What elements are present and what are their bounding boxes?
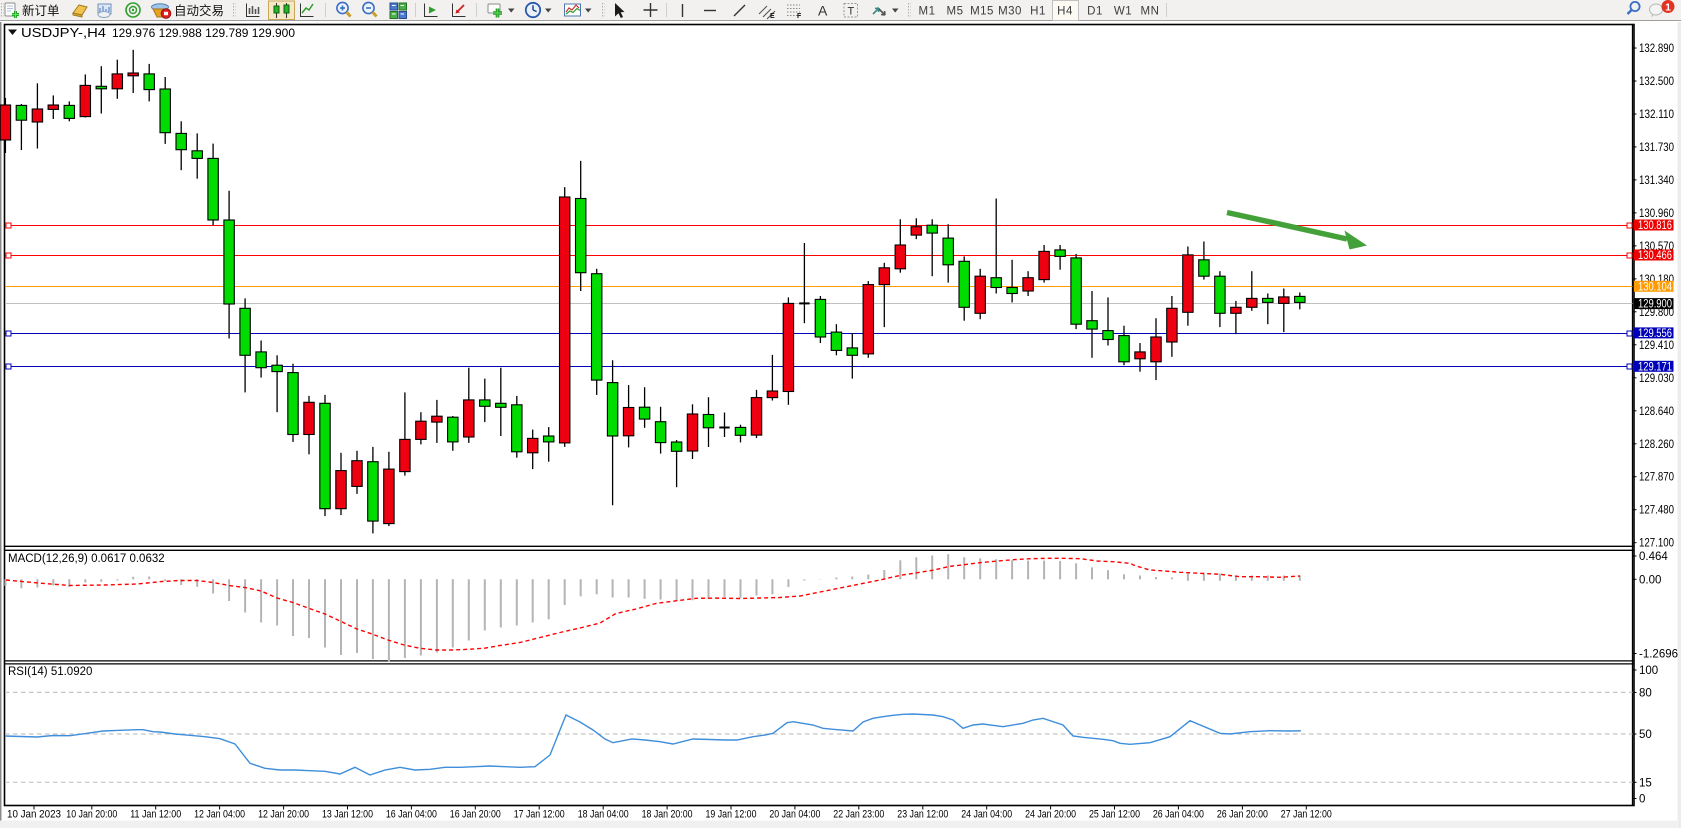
- svg-text:12 Jan 20:00: 12 Jan 20:00: [258, 809, 309, 821]
- svg-text:27 Jan 12:00: 27 Jan 12:00: [1281, 809, 1332, 821]
- svg-text:10 Jan 20:00: 10 Jan 20:00: [66, 809, 117, 821]
- svg-text:132.110: 132.110: [1639, 109, 1674, 121]
- svg-text:25 Jan 12:00: 25 Jan 12:00: [1089, 809, 1140, 821]
- svg-text:129.900: 129.900: [1638, 299, 1672, 311]
- svg-text:13 Jan 12:00: 13 Jan 12:00: [322, 809, 373, 821]
- svg-text:新订单: 新订单: [22, 3, 60, 18]
- svg-text:129.976 129.988 129.789 129.90: 129.976 129.988 129.789 129.900: [112, 26, 295, 40]
- svg-text:0.00: 0.00: [1639, 574, 1661, 586]
- svg-text:130.104: 130.104: [1638, 281, 1672, 293]
- svg-text:18 Jan 04:00: 18 Jan 04:00: [578, 809, 629, 821]
- svg-text:80: 80: [1639, 687, 1652, 699]
- svg-text:127.870: 127.870: [1639, 472, 1674, 484]
- svg-text:0.464: 0.464: [1639, 551, 1668, 563]
- svg-text:131.340: 131.340: [1639, 175, 1674, 187]
- svg-text:16 Jan 04:00: 16 Jan 04:00: [386, 809, 437, 821]
- svg-text:H1: H1: [1030, 6, 1046, 18]
- svg-text:M5: M5: [947, 6, 964, 18]
- svg-text:132.890: 132.890: [1639, 43, 1674, 55]
- svg-text:D1: D1: [1087, 6, 1103, 18]
- svg-text:USDJPY-,H4: USDJPY-,H4: [21, 26, 106, 40]
- svg-text:130.960: 130.960: [1639, 208, 1674, 220]
- svg-text:MN: MN: [1141, 6, 1160, 18]
- svg-text:22 Jan 23:00: 22 Jan 23:00: [833, 809, 884, 821]
- svg-text:11 Jan 12:00: 11 Jan 12:00: [130, 809, 181, 821]
- svg-text:19 Jan 12:00: 19 Jan 12:00: [706, 809, 757, 821]
- svg-text:26 Jan 20:00: 26 Jan 20:00: [1217, 809, 1268, 821]
- svg-text:RSI(14) 51.0920: RSI(14) 51.0920: [8, 666, 92, 678]
- svg-text:MACD(12,26,9) 0.0617 0.0632: MACD(12,26,9) 0.0617 0.0632: [8, 553, 165, 565]
- svg-text:132.500: 132.500: [1639, 76, 1674, 88]
- svg-text:16 Jan 20:00: 16 Jan 20:00: [450, 809, 501, 821]
- svg-text:128.640: 128.640: [1639, 406, 1674, 418]
- svg-text:130.816: 130.816: [1638, 220, 1672, 232]
- svg-text:127.100: 127.100: [1639, 538, 1674, 550]
- svg-text:自动交易: 自动交易: [174, 3, 224, 18]
- svg-text:100: 100: [1639, 665, 1658, 677]
- svg-text:H4: H4: [1057, 6, 1073, 18]
- svg-text:50: 50: [1639, 729, 1652, 741]
- svg-text:129.171: 129.171: [1638, 361, 1672, 373]
- svg-text:M15: M15: [970, 6, 994, 18]
- svg-text:131.730: 131.730: [1639, 142, 1674, 154]
- svg-text:A: A: [818, 3, 828, 19]
- svg-text:18 Jan 20:00: 18 Jan 20:00: [642, 809, 693, 821]
- svg-text:129.030: 129.030: [1639, 373, 1674, 385]
- svg-text:129.410: 129.410: [1639, 340, 1674, 352]
- svg-text:0: 0: [1639, 794, 1645, 806]
- svg-text:129.556: 129.556: [1638, 328, 1672, 340]
- svg-text:W1: W1: [1114, 6, 1132, 18]
- svg-text:M30: M30: [998, 6, 1022, 18]
- svg-text:128.260: 128.260: [1639, 439, 1674, 451]
- svg-text:20 Jan 04:00: 20 Jan 04:00: [769, 809, 820, 821]
- svg-text:M1: M1: [919, 6, 936, 18]
- svg-text:15: 15: [1639, 777, 1652, 789]
- svg-text:T: T: [848, 6, 855, 18]
- svg-text:24 Jan 04:00: 24 Jan 04:00: [961, 809, 1012, 821]
- svg-text:17 Jan 12:00: 17 Jan 12:00: [514, 809, 565, 821]
- svg-text:24 Jan 20:00: 24 Jan 20:00: [1025, 809, 1076, 821]
- svg-text:130.466: 130.466: [1638, 250, 1672, 262]
- svg-text:23 Jan 12:00: 23 Jan 12:00: [897, 809, 948, 821]
- svg-text:E: E: [770, 13, 775, 20]
- svg-text:26 Jan 04:00: 26 Jan 04:00: [1153, 809, 1204, 821]
- svg-text:-1.2696: -1.2696: [1639, 649, 1678, 661]
- svg-text:12 Jan 04:00: 12 Jan 04:00: [194, 809, 245, 821]
- svg-text:129.800: 129.800: [1639, 307, 1674, 319]
- svg-text:127.480: 127.480: [1639, 505, 1674, 517]
- svg-text:1: 1: [1665, 2, 1671, 14]
- svg-text:F: F: [797, 13, 802, 20]
- svg-text:10 Jan 2023: 10 Jan 2023: [7, 809, 61, 821]
